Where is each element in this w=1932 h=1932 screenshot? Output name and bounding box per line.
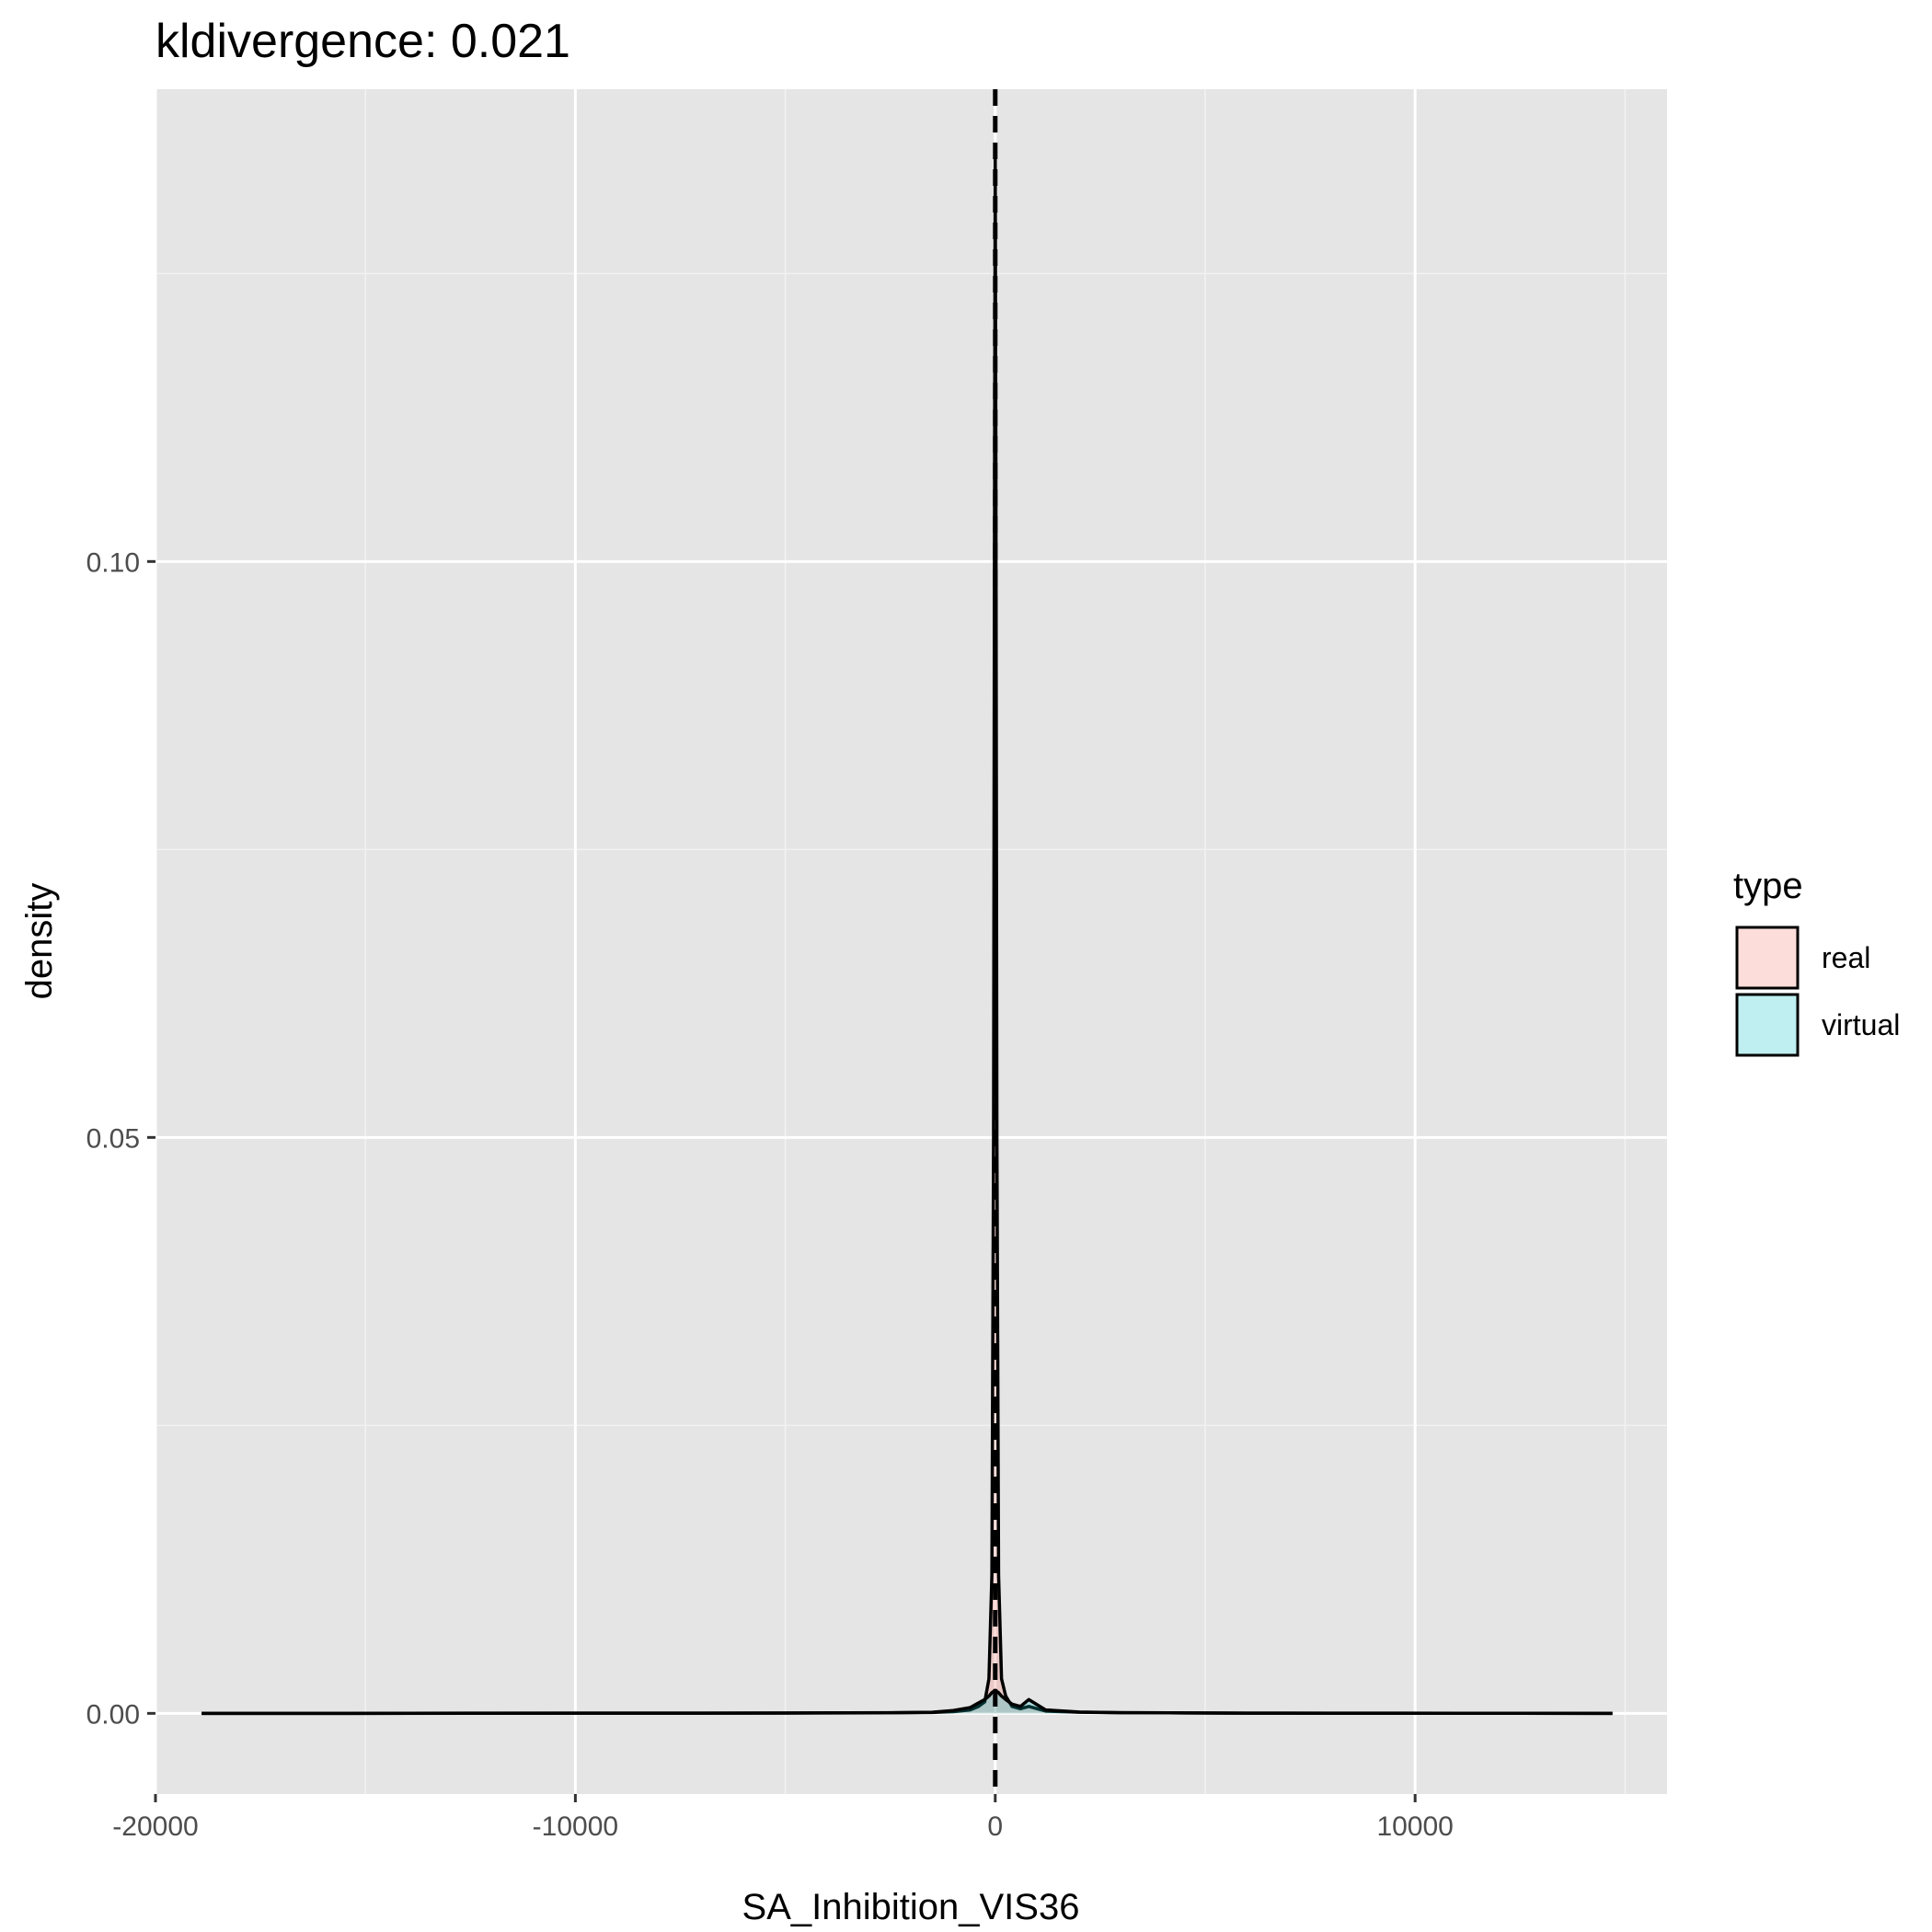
x-tick-label: 10000 bbox=[1376, 1811, 1453, 1842]
x-tick-label: -10000 bbox=[533, 1811, 618, 1842]
x-axis-title: SA_Inhibition_VIS36 bbox=[742, 1887, 1080, 1927]
y-tick-label: 0.05 bbox=[86, 1123, 140, 1154]
legend-label-virtual: virtual bbox=[1822, 1008, 1900, 1041]
legend-item-real: real bbox=[1735, 926, 1870, 990]
y-axis: 0.00 0.05 0.10 bbox=[86, 547, 155, 1730]
y-tick-label: 0.00 bbox=[86, 1699, 140, 1730]
legend: type real virtual bbox=[1733, 866, 1900, 1057]
minor-gridlines bbox=[155, 89, 1667, 1794]
legend-key-virtual bbox=[1735, 993, 1800, 1057]
x-tick-label: -20000 bbox=[112, 1811, 198, 1842]
legend-title: type bbox=[1733, 866, 1803, 906]
legend-key-real bbox=[1735, 926, 1800, 990]
legend-item-virtual: virtual bbox=[1735, 993, 1900, 1057]
plot-panel bbox=[155, 89, 1667, 1794]
chart-title: kldivergence: 0.021 bbox=[155, 15, 570, 68]
x-tick-label: 0 bbox=[987, 1811, 1003, 1842]
y-tick-label: 0.10 bbox=[86, 547, 140, 578]
y-axis-title: density bbox=[19, 883, 60, 1000]
legend-label-real: real bbox=[1822, 941, 1870, 974]
x-axis: -20000 -10000 0 10000 bbox=[112, 1794, 1454, 1842]
